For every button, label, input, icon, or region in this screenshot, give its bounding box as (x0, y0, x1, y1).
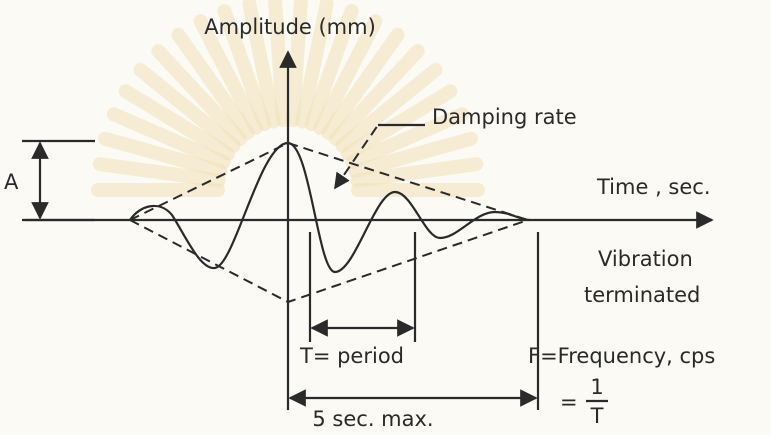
duration-label: 5 sec. max. (312, 407, 433, 431)
diagram: Amplitude (mm) Damping rate Time , sec. … (0, 0, 771, 435)
period-label: T= period (299, 344, 404, 368)
formula-equals: = (560, 390, 578, 414)
background (0, 0, 771, 435)
formula-numerator: 1 (590, 375, 603, 399)
formula-denominator: T (590, 404, 604, 428)
amplitude-label: A (4, 170, 19, 194)
y-axis-label: Amplitude (mm) (204, 15, 376, 39)
frequency-label: F=Frequency, cps (528, 344, 715, 368)
vibration-label: terminated (584, 283, 700, 307)
vibration-label: Vibration (598, 247, 693, 271)
page: Amplitude (mm) Damping rate Time , sec. … (0, 0, 771, 435)
x-axis-label: Time , sec. (596, 175, 711, 199)
damping-label: Damping rate (432, 105, 577, 129)
